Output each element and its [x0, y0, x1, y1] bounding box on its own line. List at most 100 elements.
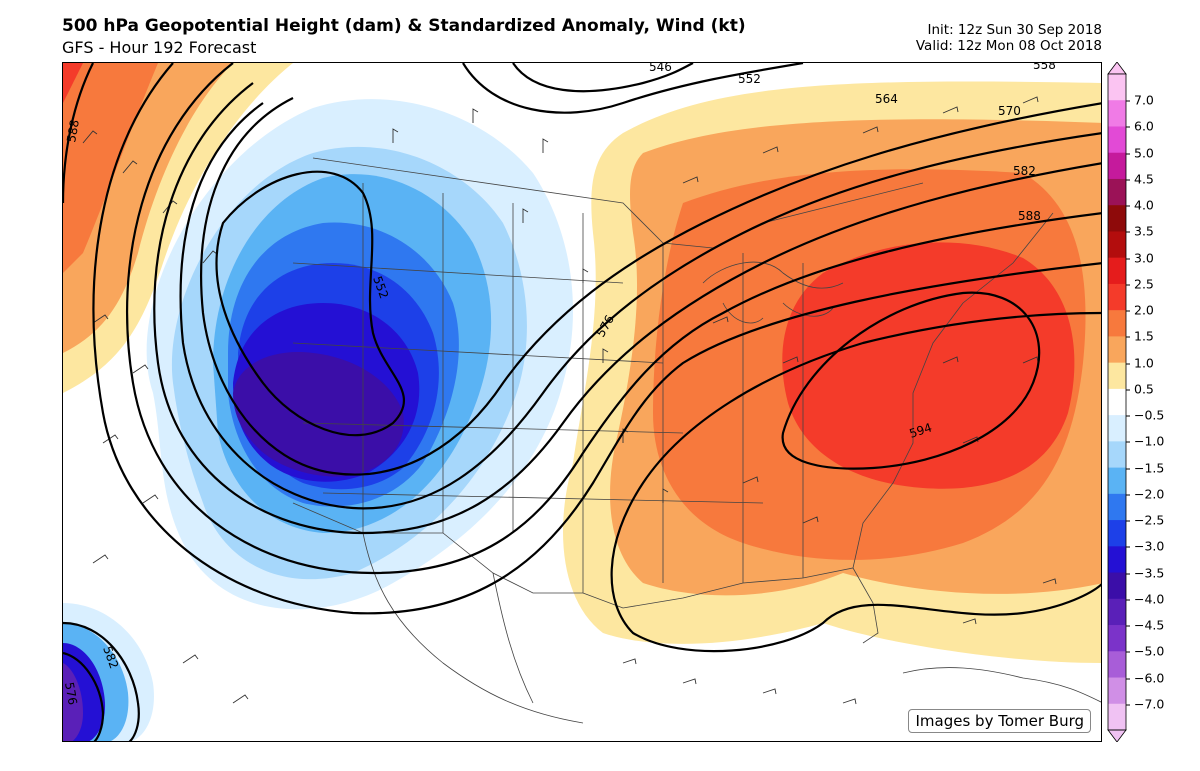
colorbar-frame [1107, 73, 1127, 731]
contour-552-low [215, 170, 406, 437]
contour-570 [153, 82, 1101, 535]
colorbar-segment [1108, 493, 1126, 521]
contour-552-east [462, 63, 804, 114]
colorbar-svg [1107, 62, 1127, 742]
contour-label-594: 594 [908, 420, 934, 440]
mexico-outline [362, 532, 584, 724]
colorbar-tick-label: 1.0 [1126, 355, 1154, 370]
colorbar-segment [1108, 362, 1126, 390]
colorbar-tick-label: 0.5 [1126, 381, 1154, 396]
anomaly-positive-west-3 [63, 63, 158, 273]
colorbar-segment [1108, 625, 1126, 652]
wind-barb-row-2 [392, 108, 1057, 705]
contour-label-588-east: 588 [1018, 209, 1041, 223]
contour-label-588-west: 588 [64, 119, 82, 144]
contour-label-564: 564 [875, 92, 898, 106]
contour-label-576-sw: 576 [63, 681, 80, 706]
contour-label-552-east: 552 [738, 72, 761, 86]
contour-labels: 546 552 552 558 564 570 576 582 588 588 … [63, 63, 1056, 706]
colorbar-segment [1108, 703, 1126, 731]
colorbar-tick-label: 2.5 [1126, 276, 1154, 291]
colorbar-segment [1108, 205, 1126, 232]
colorbar-tick-label: −5.0 [1126, 644, 1164, 659]
us-mexico-border [292, 502, 583, 594]
colorbar-segment [1108, 415, 1126, 442]
contour-558 [200, 97, 1101, 476]
colorbar-tick-label: −0.5 [1126, 408, 1164, 423]
colorbar-tick-label: −2.5 [1126, 513, 1164, 528]
state-lines-2 [292, 262, 764, 504]
colorbar-tick-label: 4.5 [1126, 171, 1154, 186]
image-credit: Images by Tomer Burg [908, 709, 1091, 733]
colorbar-tick-label: −6.0 [1126, 670, 1164, 685]
init-time: Init: 12z Sun 30 Sep 2018 [927, 22, 1102, 38]
contour-label-558: 558 [1033, 63, 1056, 72]
colorbar-top-arrow [1107, 62, 1127, 75]
colorbar-segment [1108, 152, 1126, 180]
colorbar-segment [1108, 126, 1126, 154]
anomaly-negative-sw-3 [63, 663, 83, 741]
colorbar-segment [1108, 231, 1126, 259]
contour-582-sw [63, 621, 140, 741]
chart-title: 500 hPa Geopotential Height (dam) & Stan… [62, 16, 746, 36]
colorbar-tick-label: 7.0 [1126, 93, 1154, 108]
contour-564 [179, 102, 1101, 510]
colorbar [1106, 62, 1128, 742]
colorbar-tick-label: 6.0 [1126, 119, 1154, 134]
contour-label-570: 570 [998, 104, 1021, 118]
colorbar-tick-label: −4.5 [1126, 618, 1164, 633]
valid-time: Valid: 12z Mon 08 Oct 2018 [915, 38, 1102, 54]
colorbar-ticks: 7.0 6.0 5.0 4.5 4.0 3.5 3.0 2.5 2.0 1.5 1.0 0.5 −0.5… [1126, 62, 1196, 742]
colorbar-segment [1108, 677, 1126, 705]
colorbar-tick-label: 4.0 [1126, 198, 1154, 213]
colorbar-tick-label: −1.5 [1126, 460, 1164, 475]
colorbar-segment [1108, 283, 1126, 311]
colorbar-tick-label: −1.0 [1126, 434, 1164, 449]
colorbar-tick-label: 3.5 [1126, 224, 1154, 239]
colorbar-tick-label: −2.0 [1126, 486, 1164, 501]
boundaries [292, 157, 1101, 724]
colorbar-segment [1108, 257, 1126, 285]
colorbar-segment [1108, 441, 1126, 469]
colorbar-tick-label: 2.0 [1126, 303, 1154, 318]
colorbar-tick-label: −3.5 [1126, 565, 1164, 580]
anomaly-fill [63, 63, 1101, 741]
colorbar-tick-label: −7.0 [1126, 696, 1164, 711]
wind-barb-row-1 [82, 130, 249, 704]
contour-588-east [610, 311, 1101, 653]
wind-barbs [82, 96, 1057, 705]
colorbar-segment [1108, 388, 1126, 416]
colorbar-segment [1108, 178, 1126, 206]
contour-594 [781, 291, 1041, 470]
contour-label-546: 546 [649, 63, 672, 74]
colorbar-segment [1108, 520, 1126, 547]
contour-582 [92, 63, 1101, 615]
colorbar-tick-label: 5.0 [1126, 145, 1154, 160]
colorbar-tick-label: −4.0 [1126, 591, 1164, 606]
colorbar-tick-label: 1.5 [1126, 329, 1154, 344]
colorbar-segment [1108, 467, 1126, 495]
map-canvas: 546 552 552 558 564 570 576 582 588 588 … [63, 63, 1101, 741]
colorbar-tick-label: 3.0 [1126, 250, 1154, 265]
colorbar-segment [1108, 651, 1126, 679]
height-contours [63, 63, 1101, 741]
contour-546 [512, 63, 694, 93]
anomaly-positive-east-3 [782, 242, 1075, 489]
anomaly-positive-west-4 [63, 63, 83, 103]
colorbar-tick-label: −3.0 [1126, 539, 1164, 554]
anomaly-negative-6 [233, 352, 404, 477]
colorbar-segment [1108, 310, 1126, 337]
colorbar-segment [1108, 572, 1126, 600]
wind-barb-row-3 [682, 96, 1039, 524]
cuba-outline [902, 667, 1101, 703]
colorbar-segment [1108, 74, 1126, 101]
colorbar-segment [1108, 100, 1126, 127]
colorbar-segment [1108, 336, 1126, 364]
chart-subtitle: GFS - Hour 192 Forecast [62, 38, 257, 57]
contour-576-sw [63, 651, 105, 741]
contour-576 [125, 63, 1101, 575]
contour-588-west [63, 63, 94, 204]
colorbar-segment [1108, 598, 1126, 626]
contour-label-582: 582 [1013, 164, 1036, 178]
weather-map: 546 552 552 558 564 570 576 582 588 588 … [62, 62, 1102, 742]
